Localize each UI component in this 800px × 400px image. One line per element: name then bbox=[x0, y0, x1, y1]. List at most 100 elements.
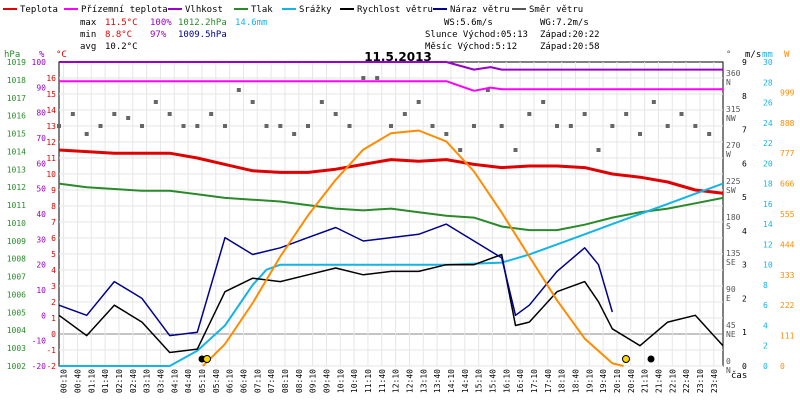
stats-wg: WG:7.2m/s bbox=[540, 18, 589, 28]
x-tick-label: 14:10 bbox=[447, 369, 456, 393]
sunset-marker bbox=[622, 355, 630, 363]
x-tick-label: 21:10 bbox=[641, 369, 650, 393]
x-tick-label: 19:40 bbox=[599, 369, 608, 393]
series-layer bbox=[57, 61, 724, 367]
direction-tick-label: 0 bbox=[726, 357, 731, 366]
wind-direction-point bbox=[444, 132, 449, 136]
pressure-tick-label: 1007 bbox=[7, 273, 26, 282]
direction-compass-label: SE bbox=[726, 258, 736, 267]
stats-max-temp: 11.5°C bbox=[105, 18, 138, 28]
wind-direction-point bbox=[485, 88, 490, 92]
wind-direction-point bbox=[264, 124, 269, 128]
direction-compass-label: W bbox=[726, 150, 731, 159]
direction-tick-label: 135 bbox=[726, 249, 741, 258]
wind-direction-point bbox=[527, 112, 532, 116]
x-tick-label: 02:40 bbox=[129, 369, 138, 393]
legend-label: Směr větru bbox=[529, 5, 583, 15]
stats-min-label: min bbox=[80, 30, 96, 40]
wind-direction-point bbox=[57, 124, 61, 128]
temp-tick-label: -2 bbox=[46, 362, 56, 371]
x-tick-label: 01:10 bbox=[87, 369, 96, 393]
solar-tick-label: 777 bbox=[780, 149, 795, 158]
pressure-tick-label: 1003 bbox=[7, 344, 26, 353]
wind-direction-point bbox=[306, 124, 310, 128]
temp-tick-label: 13 bbox=[46, 122, 56, 131]
pressure-tick-label: 1013 bbox=[7, 165, 26, 174]
temp-tick-label: 0 bbox=[51, 330, 56, 339]
legend-label: Srážky bbox=[299, 5, 332, 15]
wind-tick-label: 5 bbox=[742, 193, 747, 202]
rain-tick-label: 0 bbox=[763, 362, 768, 371]
wind-direction-point bbox=[250, 100, 255, 104]
wind-direction-point bbox=[195, 124, 200, 128]
x-tick-label: 18:40 bbox=[571, 369, 580, 393]
rain-tick-label: 22 bbox=[763, 139, 773, 148]
x-tick-label: 12:10 bbox=[392, 369, 401, 393]
stats-sun-set: Západ:20:22 bbox=[540, 30, 600, 40]
legend-label: Náraz větru bbox=[450, 5, 510, 15]
wind-tick-label: 8 bbox=[742, 92, 747, 101]
humidity-tick-label: 70 bbox=[36, 134, 46, 143]
unit-deg: ° bbox=[726, 50, 731, 60]
stats-avg-temp: 10.2°C bbox=[105, 42, 138, 52]
solar-tick-label: 444 bbox=[780, 240, 795, 249]
solar-tick-label: 111 bbox=[780, 332, 795, 341]
wind-direction-point bbox=[347, 124, 352, 128]
stats-min-hum: 97% bbox=[150, 30, 167, 40]
legend-label: Teplota bbox=[20, 5, 58, 15]
x-tick-label: 10:10 bbox=[336, 369, 345, 393]
wind-direction-point bbox=[416, 100, 421, 104]
humidity-tick-label: 10 bbox=[36, 286, 46, 295]
series-line bbox=[58, 148, 724, 195]
humidity-tick-label: 20 bbox=[36, 261, 46, 270]
axes-layer: 00:10 00:40 01:10 01:40 02:10 02:40 03:10 03:40… bbox=[7, 58, 795, 393]
wind-direction-point bbox=[458, 148, 463, 152]
x-tick-label: 22:10 bbox=[668, 369, 677, 393]
wind-tick-label: 7 bbox=[742, 126, 747, 135]
temp-tick-label: 14 bbox=[46, 106, 56, 115]
x-tick-label: 11:40 bbox=[378, 369, 387, 393]
wind-direction-point bbox=[582, 112, 587, 116]
rain-tick-label: 6 bbox=[763, 301, 768, 310]
wind-tick-label: 2 bbox=[742, 294, 747, 303]
temp-tick-label: 1 bbox=[51, 314, 56, 323]
x-tick-label: 02:10 bbox=[115, 369, 124, 393]
x-tick-label: 12:40 bbox=[405, 369, 414, 393]
temp-tick-label: 11 bbox=[46, 154, 56, 163]
x-tick-label: 05:10 bbox=[198, 369, 207, 393]
humidity-tick-label: 90 bbox=[36, 83, 46, 92]
unit-ms: m/s bbox=[745, 50, 761, 60]
direction-tick-label: 45 bbox=[726, 321, 736, 330]
x-tick-label: 17:10 bbox=[530, 369, 539, 393]
temp-tick-label: 2 bbox=[51, 298, 56, 307]
pressure-tick-label: 1014 bbox=[7, 147, 26, 156]
x-tick-label: 11:10 bbox=[364, 369, 373, 393]
humidity-tick-label: -20 bbox=[32, 362, 47, 371]
wind-tick-label: 6 bbox=[742, 159, 747, 168]
x-tick-label: 05:40 bbox=[212, 369, 221, 393]
wind-direction-point bbox=[361, 76, 366, 80]
direction-tick-label: 90 bbox=[726, 285, 736, 294]
direction-compass-label: S bbox=[726, 222, 731, 231]
humidity-tick-label: 60 bbox=[36, 159, 46, 168]
series-line bbox=[202, 129, 624, 367]
solar-tick-label: 555 bbox=[780, 210, 795, 219]
direction-compass-label: NE bbox=[726, 330, 736, 339]
pressure-tick-label: 1018 bbox=[7, 76, 26, 85]
stats-block: max 11.5°C 100% 1012.2hPa 14.6mm min 8.8… bbox=[80, 18, 600, 52]
x-tick-label: 20:40 bbox=[627, 369, 636, 393]
x-tick-label: 03:40 bbox=[156, 369, 165, 393]
rain-tick-label: 20 bbox=[763, 159, 773, 168]
pressure-tick-label: 1015 bbox=[7, 130, 26, 139]
wind-direction-point bbox=[679, 112, 684, 116]
x-tick-label: 01:40 bbox=[101, 369, 110, 393]
temp-tick-label: 3 bbox=[51, 282, 56, 291]
unit-c: °C bbox=[56, 50, 67, 60]
legend-label: Vlhkost bbox=[185, 5, 223, 15]
stats-moon-set: Západ:20:58 bbox=[540, 42, 600, 52]
wind-direction-point bbox=[402, 112, 407, 116]
temp-tick-label: 4 bbox=[51, 266, 56, 275]
wind-direction-point bbox=[153, 100, 158, 104]
humidity-tick-label: -10 bbox=[32, 337, 47, 346]
wind-direction-point bbox=[651, 100, 656, 104]
